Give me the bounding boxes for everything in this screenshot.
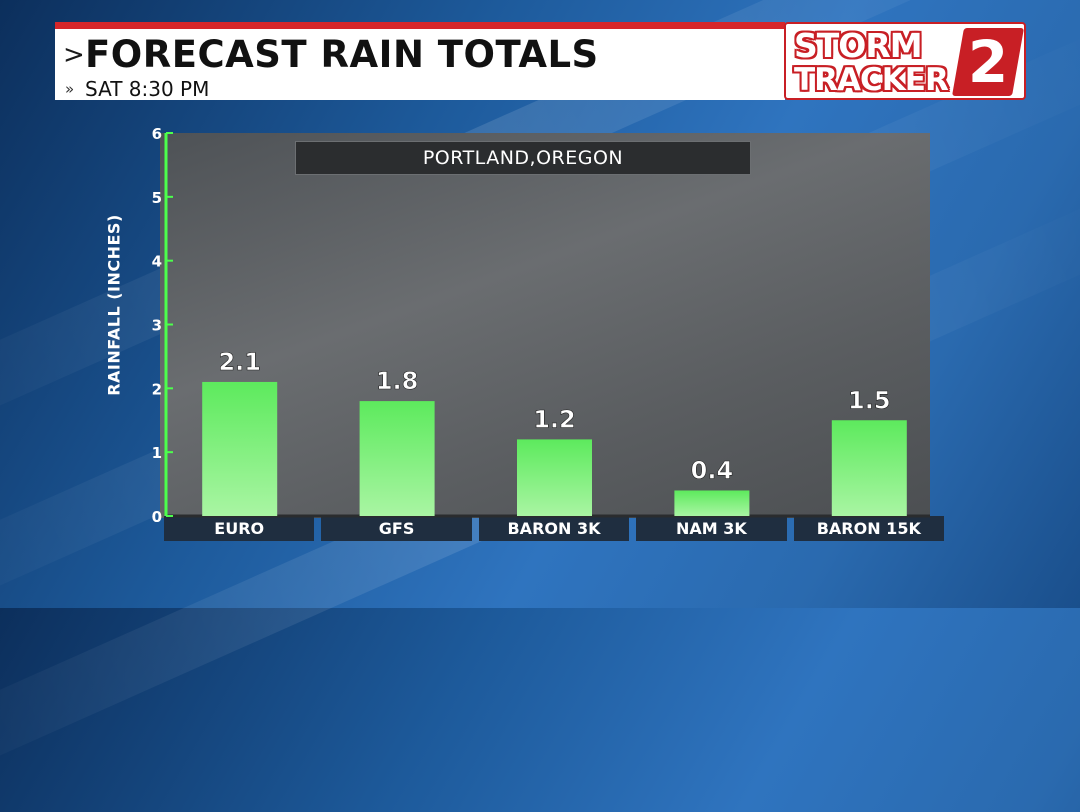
y-tick-label: 3: [152, 317, 162, 335]
y-tick-label: 0: [152, 508, 162, 526]
y-tick-label: 6: [152, 125, 162, 143]
bar-baron-3k: [517, 439, 592, 516]
logo-line-storm: STORM: [794, 26, 923, 65]
data-label: 2.1: [218, 348, 261, 376]
category-label: BARON 15K: [816, 519, 921, 538]
bar-euro: [202, 381, 278, 516]
category-box: BARON 15K: [793, 516, 944, 541]
storm-tracker-logo: STORM TRACKER 2: [784, 22, 1026, 100]
y-tick-label: 1: [152, 444, 162, 462]
logo-line-tracker: TRACKER: [794, 62, 949, 98]
page-title: FORECAST RAIN TOTALS: [85, 33, 599, 76]
chart-title: PORTLAND,OREGON: [295, 141, 751, 175]
y-tick-label: 2: [152, 380, 162, 398]
chevron-icon: >: [63, 39, 85, 70]
category-label: EURO: [214, 519, 265, 538]
data-label: 1.2: [533, 405, 576, 433]
category-label: GFS: [378, 519, 415, 538]
category-box: EURO: [164, 516, 315, 541]
bar-gfs: [359, 401, 435, 516]
rain-bar-chart: 0 1 2 3 4 5 6 2.1 1.8 1.2 0.4 1.5: [152, 125, 930, 526]
bar-baron-15k: [831, 420, 907, 516]
category-label: BARON 3K: [507, 519, 601, 538]
category-box: GFS: [321, 516, 472, 541]
bar-nam-3k: [674, 490, 750, 516]
data-label: 0.4: [691, 456, 734, 484]
header-banner: > FORECAST RAIN TOTALS » SAT 8:30 PM: [55, 22, 785, 101]
category-box: BARON 3K: [478, 516, 630, 541]
category-label: NAM 3K: [675, 519, 747, 538]
y-tick-label: 5: [152, 189, 162, 207]
category-box: NAM 3K: [636, 516, 787, 541]
y-tick-label: 4: [152, 253, 162, 271]
timestamp: SAT 8:30 PM: [85, 77, 210, 101]
data-label: 1.8: [376, 367, 419, 395]
data-label: 1.5: [848, 386, 891, 414]
double-chevron-icon: »: [65, 80, 75, 98]
